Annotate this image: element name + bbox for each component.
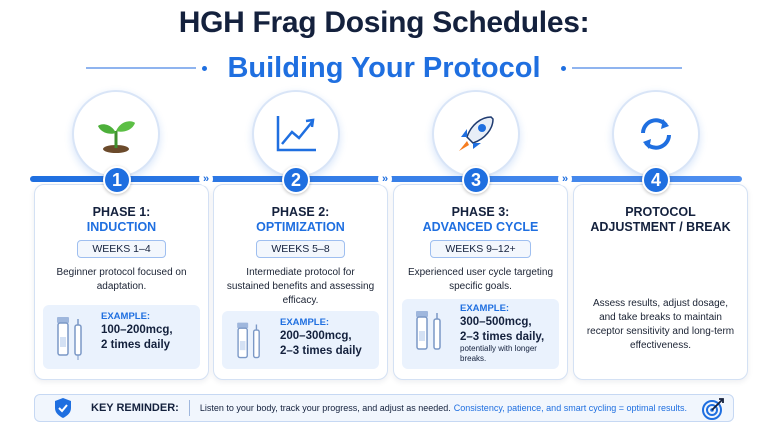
sprout-icon bbox=[98, 121, 135, 153]
phase-1-icon-circle bbox=[72, 90, 160, 178]
decor-line-left bbox=[86, 67, 197, 69]
phase-1-label: PHASE 1: bbox=[92, 205, 151, 219]
key-reminder-banner: KEY REMINDER: Listen to your body, track… bbox=[34, 394, 734, 422]
phase-1-weeks: WEEKS 1–4 bbox=[77, 240, 166, 258]
reminder-divider bbox=[188, 400, 190, 416]
phase-1-example: EXAMPLE: 100–200mcg, 2 times daily bbox=[43, 305, 200, 369]
phase-4-label: PROTOCOL bbox=[625, 205, 696, 219]
example-frequency: 2–3 times daily bbox=[280, 345, 362, 357]
phase-2-description: Intermediate protocol for sustained bene… bbox=[226, 267, 375, 306]
phase-4-card: PROTOCOL ADJUSTMENT / BREAK Assess resul… bbox=[573, 184, 748, 380]
example-note: potentially with longer breaks. bbox=[460, 344, 537, 363]
example-dose: 100–200mcg, bbox=[101, 324, 173, 336]
reminder-title: KEY REMINDER: bbox=[91, 402, 179, 414]
phase-3-name: ADVANCED CYCLE bbox=[422, 220, 539, 234]
page-title: HGH Frag Dosing Schedules: bbox=[178, 6, 590, 39]
phase-3-icon-circle bbox=[432, 90, 520, 178]
phase-2-weeks: WEEKS 5–8 bbox=[256, 240, 345, 258]
phase-2-icon-circle bbox=[252, 90, 340, 178]
phase-3-weeks: WEEKS 9–12+ bbox=[430, 240, 531, 258]
chevron-right-icon: » bbox=[558, 172, 572, 186]
vial-icon bbox=[416, 311, 441, 350]
phase-2-name: OPTIMIZATION bbox=[256, 220, 345, 234]
phase-4-icon-circle bbox=[612, 90, 700, 178]
example-title: EXAMPLE: bbox=[280, 317, 330, 328]
phase-4-number-badge: 4 bbox=[642, 166, 670, 194]
growth-chart-icon bbox=[276, 116, 316, 152]
rocket-icon bbox=[459, 116, 494, 151]
decor-dot-right bbox=[560, 65, 566, 71]
example-frequency: 2 times daily bbox=[101, 339, 171, 351]
example-dose: 200–300mcg, bbox=[280, 330, 352, 342]
example-title: EXAMPLE: bbox=[101, 311, 151, 322]
phase-1-number-badge: 1 bbox=[103, 166, 131, 194]
phase-3-description: Experienced user cycle targeting specifi… bbox=[407, 267, 554, 292]
page-subtitle-row: Building Your Protocol bbox=[0, 48, 768, 88]
phase-1-description: Beginner protocol focused on adaptation. bbox=[56, 267, 187, 292]
example-dose: 300–500mcg, bbox=[460, 316, 532, 328]
phase-3-label: PHASE 3: bbox=[451, 205, 510, 219]
reminder-text: Listen to your body, track your progress… bbox=[199, 403, 451, 413]
phase-2-label: PHASE 2: bbox=[271, 205, 330, 219]
phase-3-card: PHASE 3: ADVANCED CYCLE WEEKS 9–12+ Expe… bbox=[393, 184, 568, 380]
shield-check-icon bbox=[55, 398, 71, 418]
phase-3-number-badge: 3 bbox=[462, 166, 490, 194]
vial-icon bbox=[237, 322, 260, 359]
phase-1-name: INDUCTION bbox=[86, 220, 157, 234]
cycle-arrows-icon bbox=[641, 118, 671, 150]
page-subtitle: Building Your Protocol bbox=[227, 51, 541, 84]
phase-4-name: ADJUSTMENT / BREAK bbox=[590, 220, 731, 234]
phase-3-example: EXAMPLE: 300–500mcg, 2–3 times daily, po… bbox=[402, 299, 559, 369]
vial-icon bbox=[57, 317, 82, 360]
phase-2-card: PHASE 2: OPTIMIZATION WEEKS 5–8 Intermed… bbox=[213, 184, 388, 380]
phase-2-example: EXAMPLE: 200–300mcg, 2–3 times daily bbox=[222, 311, 379, 369]
phase-2-number-badge: 2 bbox=[282, 166, 310, 194]
chevron-right-icon: » bbox=[199, 172, 213, 186]
example-frequency: 2–3 times daily, bbox=[460, 331, 545, 343]
reminder-highlight: Consistency, patience, and smart cycling… bbox=[453, 403, 687, 413]
decor-dot-left bbox=[202, 65, 208, 71]
decor-line-right bbox=[571, 67, 682, 69]
phase-4-description: Assess results, adjust dosage, and take … bbox=[586, 298, 735, 351]
phase-1-card: PHASE 1: INDUCTION WEEKS 1–4 Beginner pr… bbox=[34, 184, 209, 380]
target-icon bbox=[702, 398, 724, 420]
chevron-right-icon: » bbox=[378, 172, 392, 186]
example-title: EXAMPLE: bbox=[460, 303, 510, 314]
